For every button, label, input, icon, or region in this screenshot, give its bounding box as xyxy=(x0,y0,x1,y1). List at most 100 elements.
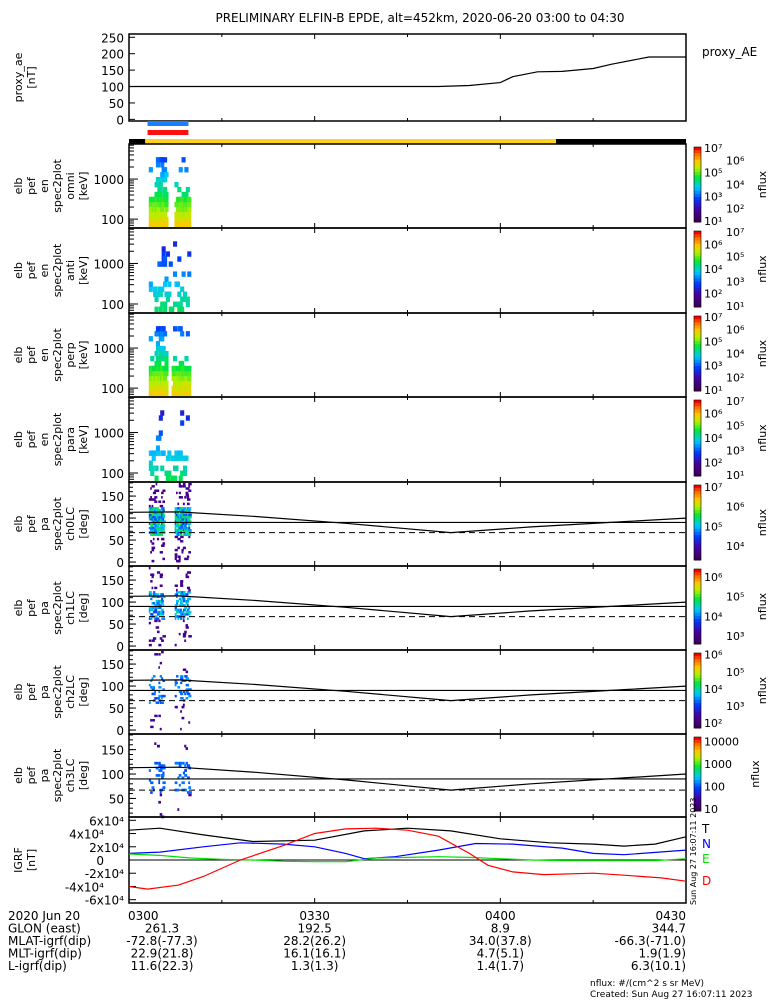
colorbar-swatch xyxy=(694,278,701,283)
spectrogram-cell xyxy=(181,513,184,517)
colorbar-tick-label: 10⁵ xyxy=(726,666,744,679)
spectrogram-cell xyxy=(188,489,192,492)
spectrogram-cell xyxy=(161,597,164,601)
colorbar-swatch xyxy=(694,419,701,423)
spectrogram-cell xyxy=(176,591,179,594)
spectrogram-cell xyxy=(156,697,159,700)
colorbar-swatch xyxy=(694,162,701,167)
colorbar-swatch xyxy=(694,441,701,445)
colorbar-swatch xyxy=(694,165,701,170)
colorbar-tick-label: 10³ xyxy=(704,191,722,204)
colorbar-swatch xyxy=(694,431,701,436)
axis-label-line: elb xyxy=(12,767,25,784)
spectrogram-cell xyxy=(186,764,191,768)
colorbar-swatch xyxy=(694,541,701,545)
spectrogram-cell xyxy=(181,781,185,785)
spectrogram-cell xyxy=(185,491,189,495)
spectrogram-cell xyxy=(162,537,165,541)
y-tick-label: 50 xyxy=(109,792,124,806)
spectrogram-cell xyxy=(187,271,192,277)
spectrogram-cell xyxy=(161,677,164,680)
colorbar-tick-label: 10² xyxy=(726,372,744,385)
colorbar-swatch xyxy=(694,544,701,548)
colorbar-swatch xyxy=(694,662,701,666)
spectrogram-cell xyxy=(156,520,160,523)
axis-label-line: en xyxy=(38,348,51,362)
spectrogram-cell xyxy=(148,566,151,570)
spectrogram-cell xyxy=(156,774,161,777)
spectrogram-cell xyxy=(177,186,182,193)
axis-label-line: proxy_ae xyxy=(12,52,25,102)
spectrogram-cell xyxy=(178,774,182,777)
spectrogram-cell xyxy=(174,584,178,587)
footer-row-label: MLAT-igrf(dip) xyxy=(8,934,91,948)
colorbar-swatch xyxy=(694,246,701,251)
spectrogram-cell xyxy=(180,582,183,585)
spectrogram-cell xyxy=(158,526,161,530)
colorbar-swatch xyxy=(694,415,701,420)
spectrogram-cell xyxy=(186,608,190,612)
colorbar-swatch xyxy=(694,341,701,345)
spectrogram-cell xyxy=(177,566,180,570)
colorbar-swatch xyxy=(694,344,701,348)
spectrogram-cell xyxy=(157,261,162,267)
spectrogram-cell xyxy=(167,470,172,476)
spectrogram-cell xyxy=(177,531,180,534)
spectrogram-cell xyxy=(161,593,164,596)
spectrogram-cell xyxy=(180,584,184,587)
spectrogram-cell xyxy=(177,306,182,312)
spectrogram-cell xyxy=(184,509,187,512)
spectrogram-cell xyxy=(158,500,162,503)
footer-value: 1.9(1.9) xyxy=(638,947,686,961)
colorbar-swatch xyxy=(694,175,701,179)
colorbar-swatch xyxy=(694,494,701,498)
spectrogram-cell xyxy=(184,604,186,607)
spectrogram-cell xyxy=(161,507,164,510)
axis-label-line: [keV] xyxy=(77,256,90,285)
colorbar-frame xyxy=(693,230,702,308)
spectrogram-cell xyxy=(150,470,155,476)
colorbar-swatch xyxy=(694,737,701,741)
spectrogram-cell xyxy=(181,520,185,523)
spectrogram-cell xyxy=(174,535,179,539)
axis-label-line: en xyxy=(38,264,51,278)
spectrogram-cell xyxy=(151,602,154,605)
spectrogram-cell xyxy=(180,591,182,594)
colorbar-frame xyxy=(693,736,702,812)
spectrogram-cell xyxy=(184,375,189,382)
spectrogram-cell xyxy=(155,526,158,530)
spectrogram-cell xyxy=(158,533,162,536)
colorbar-swatch xyxy=(694,325,701,329)
spectrogram-cell xyxy=(184,496,187,499)
spectrogram-cell xyxy=(185,515,188,519)
footer-value: 0400 xyxy=(485,909,516,923)
spectrogram-cell xyxy=(182,470,188,476)
spectrogram-cell xyxy=(182,524,185,528)
colorbar-swatch xyxy=(694,372,701,376)
spectrogram-cell xyxy=(174,683,177,687)
spectrogram-cell xyxy=(185,509,188,512)
spectrogram-cell xyxy=(182,529,185,532)
spectrogram-cell xyxy=(173,241,178,247)
spectrogram-cell xyxy=(162,604,165,607)
spectrogram-cell xyxy=(162,529,165,532)
spectrogram-cell xyxy=(161,172,166,178)
spectrogram-cell xyxy=(186,487,190,490)
colorbar-title: nflux xyxy=(756,255,769,283)
spectrogram-cell xyxy=(148,286,153,292)
spectrogram-cell xyxy=(180,509,182,512)
axis-label-line: [keV] xyxy=(77,172,90,201)
spectrogram-cell xyxy=(180,420,185,426)
spectrogram-cell xyxy=(185,688,189,691)
spectrogram-cell xyxy=(148,460,153,466)
spectrogram-cell xyxy=(164,206,169,213)
spectrogram-cell xyxy=(182,613,186,616)
axis-label-line: [nT] xyxy=(25,66,38,88)
spectrogram-cell xyxy=(186,555,190,558)
spectrogram-cell xyxy=(182,690,185,693)
spectrogram-cell xyxy=(185,186,190,193)
spectrogram-cell xyxy=(178,557,181,561)
energy-spectrogram-panel-2 xyxy=(128,312,687,398)
colorbar-frame xyxy=(693,146,702,223)
colorbar-swatch xyxy=(694,362,701,367)
